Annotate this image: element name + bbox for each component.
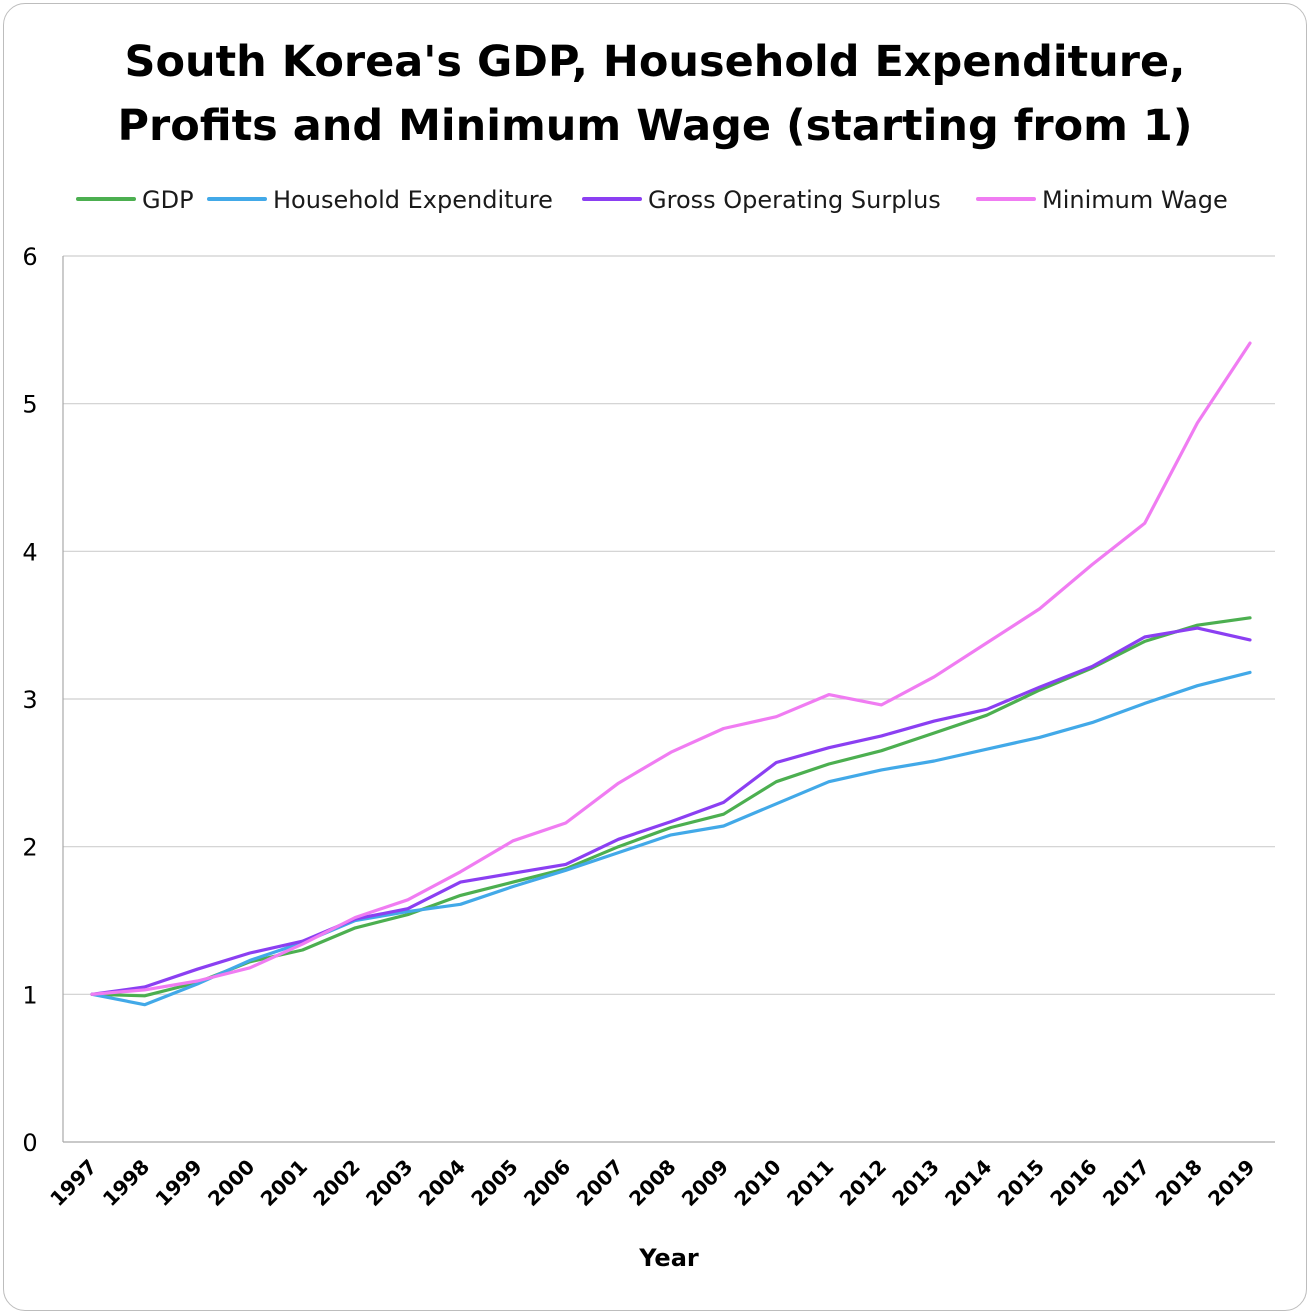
gridlines — [63, 255, 1275, 995]
y-tick-label: 0 — [22, 1129, 37, 1157]
x-tick-label: 2005 — [466, 1155, 522, 1211]
y-tick-label: 3 — [22, 686, 37, 714]
x-tick-label: 2009 — [677, 1155, 733, 1211]
legend-label-gdp: GDP — [142, 186, 194, 214]
x-axis-ticks: 1997199819992000200120022003200420052006… — [45, 1155, 1259, 1211]
x-tick-label: 2013 — [887, 1155, 943, 1211]
legend: GDP Household Expenditure Gross Operating … — [76, 186, 1228, 214]
x-tick-label: 2002 — [308, 1155, 364, 1211]
x-tick-label: 1997 — [45, 1155, 101, 1211]
chart-title: South Korea's GDP, Household Expenditure… — [117, 37, 1193, 151]
x-tick-label: 2012 — [835, 1155, 891, 1211]
x-tick-label: 2003 — [361, 1155, 417, 1211]
x-tick-label: 2017 — [1098, 1155, 1154, 1211]
axes — [62, 256, 1275, 1143]
x-tick-label: 2007 — [572, 1155, 628, 1211]
x-tick-label: 2006 — [519, 1155, 575, 1211]
y-axis-ticks: 0 1 2 3 4 5 6 — [22, 243, 37, 1157]
series-line-gross-operating-surplus — [90, 626, 1252, 996]
x-tick-label: 2008 — [624, 1155, 680, 1211]
legend-label-gross-operating-surplus: Gross Operating Surplus — [648, 186, 941, 214]
y-tick-label: 5 — [22, 391, 37, 419]
x-axis-title: Year — [638, 1244, 699, 1272]
x-tick-label: 1998 — [98, 1155, 154, 1211]
x-tick-label: 2015 — [993, 1155, 1049, 1211]
x-tick-label: 2011 — [782, 1155, 838, 1211]
x-tick-label: 2010 — [729, 1155, 785, 1211]
x-tick-label: 2004 — [414, 1155, 470, 1211]
y-tick-label: 1 — [22, 981, 37, 1009]
y-tick-label: 6 — [22, 243, 37, 271]
x-tick-label: 2001 — [256, 1155, 312, 1211]
x-tick-label: 2018 — [1151, 1155, 1207, 1211]
y-tick-label: 4 — [22, 538, 37, 566]
x-tick-label: 2019 — [1203, 1155, 1259, 1211]
x-tick-label: 2016 — [1045, 1155, 1101, 1211]
x-tick-label: 2014 — [940, 1155, 996, 1211]
series-lines — [90, 341, 1252, 1007]
chart-frame — [3, 3, 1307, 1311]
x-tick-label: 1999 — [150, 1155, 206, 1211]
legend-label-household-expenditure: Household Expenditure — [273, 186, 553, 214]
series-line-household-expenditure — [90, 670, 1252, 1007]
y-tick-label: 2 — [22, 834, 37, 862]
x-tick-label: 2000 — [203, 1155, 259, 1211]
series-line-gdp — [90, 616, 1252, 998]
series-line-minimum-wage — [90, 341, 1252, 996]
legend-label-minimum-wage: Minimum Wage — [1042, 186, 1228, 214]
